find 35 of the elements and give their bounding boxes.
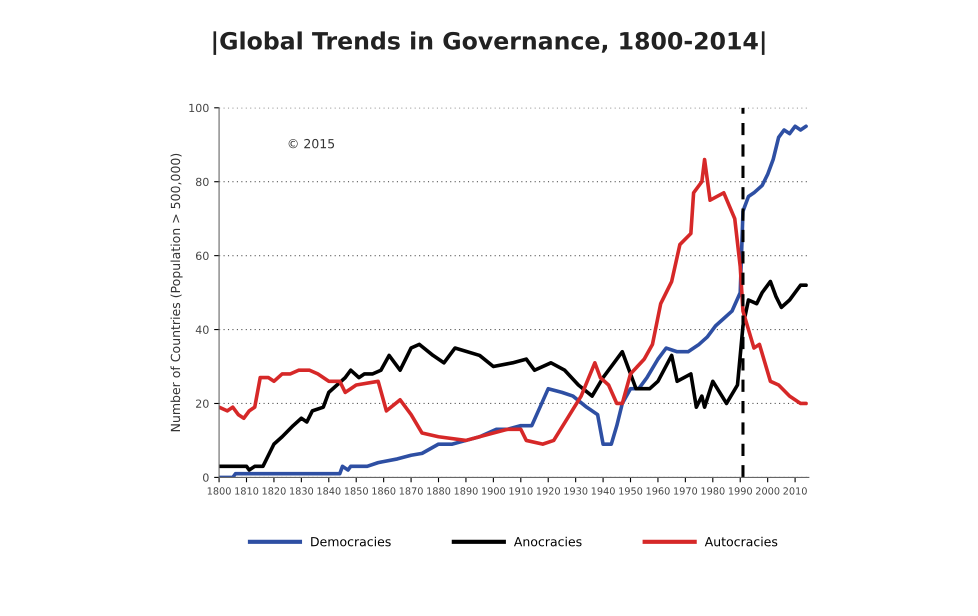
x-tick-label: 1840 — [317, 487, 341, 495]
x-tick-label: 1900 — [482, 487, 506, 495]
x-tick-label: 1800 — [208, 487, 231, 495]
x-tick-label: 1920 — [536, 487, 560, 495]
x-tick-label: 1970 — [674, 487, 698, 495]
y-tick-label: 80 — [196, 178, 209, 186]
x-tick-label: 1870 — [400, 487, 423, 495]
x-tick-label: 1890 — [454, 487, 478, 495]
chart-title: |Global Trends in Governance, 1800-2014| — [214, 31, 764, 55]
y-tick-label: 100 — [189, 104, 209, 112]
x-tick-label: 1910 — [509, 487, 533, 495]
x-tick-label: 2000 — [756, 487, 780, 495]
x-tick-label: 1980 — [702, 487, 725, 495]
x-tick-label: 1830 — [290, 487, 314, 495]
y-tick-label: 20 — [196, 399, 209, 408]
y-tick-label: 60 — [196, 252, 209, 260]
x-tick-label: 1990 — [728, 487, 752, 495]
x-tick-label: 1960 — [646, 487, 670, 495]
x-tick-label: 1940 — [592, 487, 615, 495]
y-tick-label: 0 — [203, 473, 209, 482]
legend-label: Democracies — [311, 536, 391, 546]
y-axis-title: Number of Countries (Population > 500,000) — [170, 154, 183, 432]
x-tick-label: 1820 — [262, 487, 286, 495]
x-tick-label: 1810 — [235, 487, 258, 495]
legend-label: Autocracies — [704, 536, 778, 546]
legend-label: Anocracies — [514, 536, 582, 546]
y-tick-label: 40 — [196, 326, 209, 334]
x-tick-label: 1950 — [619, 487, 642, 495]
line-series — [219, 158, 808, 446]
annotation: © 2015 — [288, 138, 334, 148]
x-tick-label: 1860 — [372, 487, 396, 495]
x-tick-label: 1930 — [564, 487, 588, 495]
x-tick-label: 2010 — [783, 487, 807, 495]
x-tick-label: 1880 — [427, 487, 450, 495]
x-tick-label: 1850 — [344, 487, 368, 495]
